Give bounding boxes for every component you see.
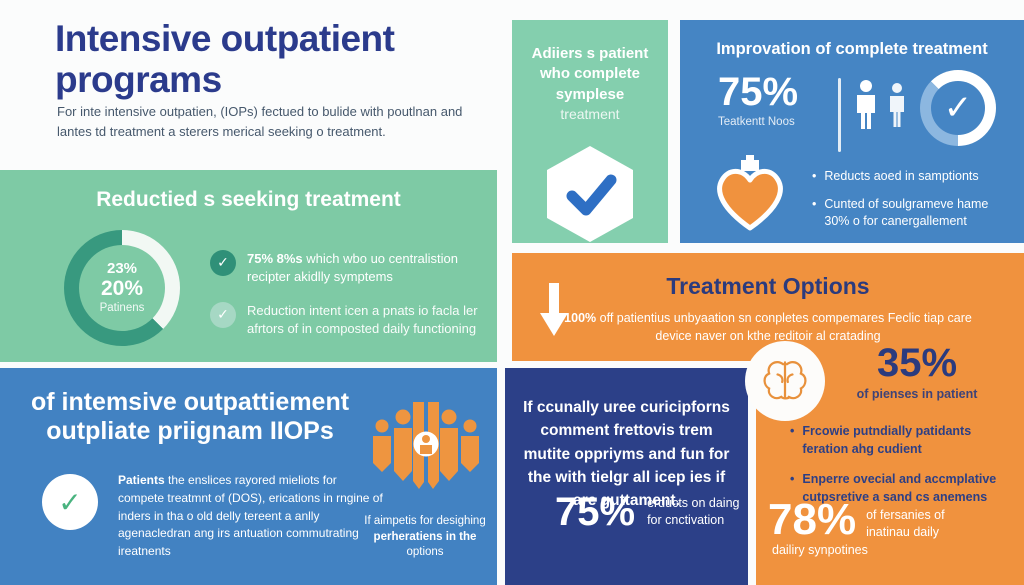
donut-value-top: 23% [106,259,138,277]
treatment-bullets: • Frcowie putndially patidants feration … [790,423,1002,519]
page-title-line2: programs [55,59,222,101]
page-title-line1: Intensive outpatient [55,18,395,59]
treatment-body-lead: 100% [564,311,597,325]
improvement-bullets: • Reducts aoed in samptionts • Cunted of… [812,168,1012,241]
adherence-line1: Adiiers s patient [531,45,649,62]
improvement-bullet-1-text: Reducts aoed in samptionts [824,169,979,183]
outcome-stat-caption-line1: erducts on daing [647,496,740,511]
reduction-panel-title: Reductied s seeking treatment [96,188,401,211]
treatment-panel-title: Treatment Options [666,273,870,299]
improvement-bullet-2: • Cunted of soulgrameve hame 30% o for c… [812,196,1012,231]
iop-panel-title: of intemsive outpattiement outpliate pri… [10,388,370,446]
treatment-bullet-1-text: Frcowie putndially patidants feration ah… [802,424,972,456]
stat-78-value: 78% [768,495,857,544]
people-group-caption: If aimpetis for desighing perheratiens i… [350,514,500,561]
iop-title-line2: outpliate priignam IIOPs [46,417,334,445]
outcome-stat-caption-line2: for cnctivation [647,513,725,527]
treatment-panel: Treatment Options 100% off patientius un… [512,253,1024,585]
heart-icon [710,154,790,236]
treatment-bullet-2: • Enperre ovecial and accmplative cutpsr… [790,471,1002,506]
iop-panel: of intemsive outpattiement outpliate pri… [0,368,497,585]
stat-78: 78% of fersanies of inatinau daily daili… [768,495,981,557]
check-circle-icon: ✓ [210,250,236,276]
brain-icon [745,341,825,421]
treatment-body-rest: off patientius unbyaation sn conpletes c… [596,311,972,344]
vertical-divider [838,78,841,152]
page-title: Intensive outpatient programs [55,18,575,101]
adherence-line4: treatment [560,105,620,122]
reduction-bullet-1-rest: which wbo uo centralistion recipter akid… [247,251,459,284]
outcome-panel: If ccunally uree curicipforns comment fr… [505,368,748,585]
reduction-bullet-1-text: 75% 8%s which wbo uo centralistion recip… [247,250,478,285]
donut-center: 23% 20% Patinens [79,245,165,331]
stat-35-label: of pienses in patient [856,387,978,401]
ring-check-icon: ✓ [920,70,996,146]
adherence-line2: who complete [539,65,640,83]
improvement-stat-value: 75% [718,70,799,114]
treatment-bullet-2-text: Enperre ovecial and accmplative cutpsret… [802,472,997,504]
stat-78-below-label: dailiry synpotines [772,542,868,557]
down-arrow-icon [536,283,572,337]
iop-paragraph: Patients the enslices rayored mieliots f… [118,472,384,561]
outcome-stat-value: 75% [555,490,636,534]
bullet-dot: • [812,196,817,211]
reduction-panel: Reductied s seeking treatment 23% 20% Pa… [0,170,497,362]
stat-35: 35% of pienses in patient [832,343,1002,401]
stat-78-side-label: of fersanies of inatinau daily [866,508,945,539]
ring-check-glyph: ✓ [931,81,985,135]
hexagon-check-icon [545,146,635,242]
outcome-stat: 75% erducts on daing for cnctivation [555,492,740,532]
treatment-body: 100% off patientius unbyaation sn conple… [558,309,978,345]
people-group-caption-line1: If aimpetis for desighing [364,515,486,527]
improvement-stat: 75% Teatkentt Noos [718,72,798,128]
reduction-bullet-2: ✓ Reduction intent icen a pnats io facla… [210,302,478,337]
improvement-bullet-2-text: Cunted of soulgrameve hame 30% o for can… [824,196,989,229]
outcome-stat-caption: erducts on daing for cnctivation [647,495,739,529]
bullet-dot: • [790,424,795,438]
adherence-panel: Adiiers s patient who complete symplese … [512,20,668,243]
iop-paragraph-rest: the enslices rayored mieliots for compet… [118,473,383,558]
page-subtitle-line1: For inte intensive outpatien, (IOPs) fec… [57,104,463,119]
donut-value-main: 20% [100,277,144,301]
adherence-line3: symplese [555,85,625,103]
adherence-text: Adiiers s patient who complete symplese … [512,44,668,124]
bullet-dot: • [790,472,795,486]
improvement-stat-label: Teatkentt Noos [718,116,795,128]
donut-chart: 23% 20% Patinens [64,230,180,346]
treatment-bullet-1: • Frcowie putndially patidants feration … [790,423,1002,458]
people-group-caption-line2: perheratiens in the [373,530,477,543]
bullet-dot: • [812,169,817,183]
people-group-icon [360,394,492,506]
reduction-bullet-2-text: Reduction intent icen a pnats io facla l… [247,303,478,336]
iop-title-line1: of intemsive outpattiement [30,388,350,416]
improvement-panel: Improvation of complete treatment 75% Te… [680,20,1024,243]
check-circle-white-icon: ✓ [42,474,98,530]
page-subtitle-line2: lantes td treatment a sterers merical se… [57,123,386,139]
reduction-bullet-1-lead: 75% 8%s [247,251,303,266]
outcome-paragraph: If ccunally uree curicipforns comment fr… [523,399,730,509]
people-group-caption-line3: options [406,546,444,559]
stat-35-value: 35% [876,341,958,385]
reduction-bullet-1: ✓ 75% 8%s which wbo uo centralistion rec… [210,250,478,285]
donut-label: Patinens [99,302,145,315]
people-icon [852,78,914,154]
improvement-bullet-1: • Reducts aoed in samptionts [812,168,1012,186]
reduction-bullets: ✓ 75% 8%s which wbo uo centralistion rec… [210,250,478,354]
iop-paragraph-lead: Patients [118,473,165,487]
improvement-panel-title: Improvation of complete treatment [716,40,988,58]
page-subtitle: For inte intensive outpatien, (IOPs) fec… [57,102,617,141]
check-circle-light-icon: ✓ [210,302,236,329]
